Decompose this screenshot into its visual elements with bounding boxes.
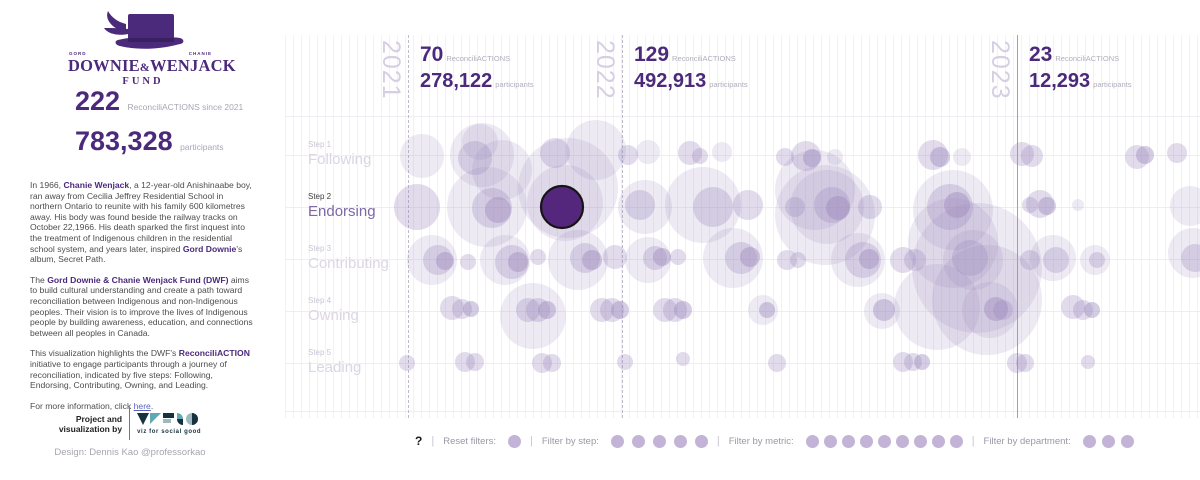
participants-count: 492,913 (634, 70, 707, 92)
actions-label: ReconciliACTIONS (672, 54, 736, 63)
filter-dot[interactable] (895, 434, 909, 448)
credit-text: Project and visualization by (58, 414, 123, 434)
filter-dot[interactable] (931, 434, 945, 448)
filter-dot[interactable] (631, 434, 645, 448)
reset-filters-label: Reset filters: (443, 435, 496, 447)
intro-paragraph-4: For more information, click here. (30, 400, 154, 411)
divider: | (530, 435, 533, 447)
year-label-2021: 2021 (377, 40, 405, 100)
chart-pinstripe-background (285, 35, 1200, 418)
actions-count: 23 (1029, 43, 1053, 66)
filter-dot[interactable] (1101, 434, 1115, 448)
filter-dot[interactable] (823, 434, 837, 448)
filter-dot[interactable] (949, 434, 963, 448)
year-divider-2022 (622, 35, 623, 418)
total-participants-label: participants (180, 142, 224, 152)
divider: | (716, 435, 720, 447)
step-label-leading: Step 5 Leading (308, 348, 362, 376)
filter-dot[interactable] (877, 434, 891, 448)
total-actions-label: ReconciliACTIONS since 2021 (127, 102, 244, 112)
intro-text: In 1966, Chanie Wenjack, a 12-year-old A… (30, 180, 254, 421)
participants-label: participants (1093, 80, 1132, 89)
filter-dot[interactable] (841, 434, 855, 448)
reset-filter-dot[interactable] (508, 434, 521, 448)
step-label-following: Step 1 Following (308, 140, 372, 168)
department-filter-dots[interactable] (1082, 434, 1134, 448)
credit-divider (129, 408, 131, 440)
intro-paragraph-2: The Gord Downie & Chanie Wenjack Fund (D… (30, 274, 253, 338)
filter-dot[interactable] (652, 434, 666, 448)
year-divider-2023 (1017, 35, 1018, 418)
actions-count: 129 (634, 43, 670, 66)
sidebar: GORD CHANIE DOWNIE&WENJACK FUND 222 Reco… (0, 0, 285, 480)
divider: | (431, 435, 435, 447)
year-stats-2022: 129 ReconciliACTIONS 492,913 participants (634, 44, 748, 91)
year-stats-2023: 23 ReconciliACTIONS 12,293 participants (1029, 44, 1132, 91)
brand-name: DOWNIE&WENJACK (68, 56, 236, 75)
participants-label: participants (709, 80, 748, 89)
intro-paragraph-1: In 1966, Chanie Wenjack, a 12-year-old A… (30, 180, 252, 265)
participants-count: 12,293 (1029, 70, 1091, 92)
filter-dot[interactable] (859, 434, 873, 448)
participants-count: 278,122 (420, 70, 493, 92)
metric-filter-dots[interactable] (805, 434, 963, 448)
gridline (285, 311, 1200, 312)
tophat-feather-icon (104, 11, 184, 49)
filter-dot[interactable] (694, 434, 708, 448)
step-label-owning: Step 4 Owning (308, 296, 359, 324)
total-participants: 783,328 (75, 126, 173, 156)
total-actions: 222 (75, 86, 121, 116)
step-label-contributing: Step 3 Contributing (308, 244, 389, 272)
filter-dot[interactable] (508, 434, 521, 448)
brand-gord: GORD (69, 51, 87, 56)
filter-by-metric-label: Filter by metric: (728, 435, 794, 447)
filter-bar: ? | Reset filters: | Filter by step: | F… (415, 431, 1134, 451)
intro-paragraph-3: This visualization highlights the DWF's … (30, 348, 250, 391)
gridline (285, 207, 1200, 208)
step-filter-dots[interactable] (610, 434, 708, 448)
more-info-link[interactable]: here (133, 400, 151, 411)
brand-fund: FUND (122, 76, 164, 87)
dwf-logo: GORD CHANIE DOWNIE&WENJACK FUND (68, 10, 236, 87)
brand-chanie: CHANIE (188, 51, 212, 56)
vfsg-mark-icon (137, 413, 199, 425)
filter-by-step-label: Filter by step: (541, 435, 599, 447)
year-divider-2021 (408, 35, 409, 418)
credits: Project and visualization by (30, 408, 230, 458)
gridline (285, 411, 1200, 412)
filter-by-department-label: Filter by department: (983, 435, 1071, 447)
filter-dot[interactable] (1120, 434, 1134, 448)
gridline (285, 116, 1200, 117)
design-credit: Design: Dennis Kao @professorkao (54, 447, 206, 458)
summary-stats: 222 ReconciliACTIONS since 2021 783,328 … (75, 86, 243, 166)
gridline (285, 259, 1200, 260)
divider: | (971, 435, 975, 447)
vfsg-logo: viz for social good (137, 413, 201, 435)
year-label-2022: 2022 (591, 40, 619, 100)
actions-label: ReconciliACTIONS (446, 54, 511, 63)
gridline (285, 363, 1200, 364)
year-stats-2021: 70 ReconciliACTIONS 278,122 participants (420, 44, 534, 91)
vfsg-tagline: viz for social good (137, 429, 202, 435)
filter-dot[interactable] (673, 434, 687, 448)
year-label-2023: 2023 (986, 40, 1014, 100)
participants-label: participants (495, 80, 534, 89)
help-button[interactable]: ? (415, 434, 423, 448)
filter-dot[interactable] (805, 434, 819, 448)
step-label-endorsing: Step 2 Endorsing (308, 192, 376, 220)
filter-dot[interactable] (610, 434, 624, 448)
filter-dot[interactable] (1082, 434, 1096, 448)
gridline (285, 155, 1200, 156)
filter-dot[interactable] (913, 434, 927, 448)
actions-label: ReconciliACTIONS (1055, 54, 1120, 63)
actions-count: 70 (420, 43, 444, 66)
